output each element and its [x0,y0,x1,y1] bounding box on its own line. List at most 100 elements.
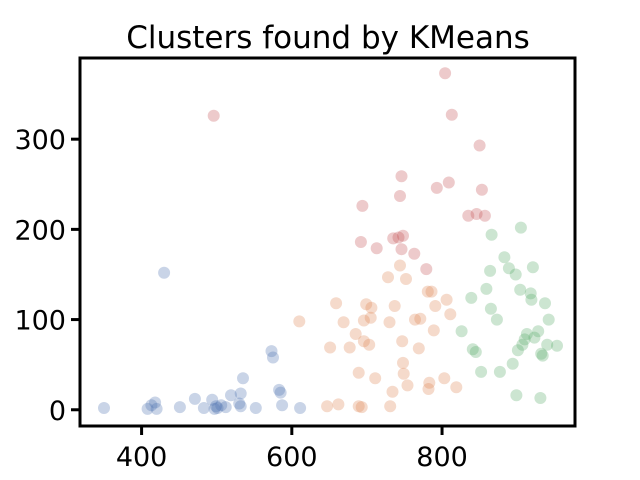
data-point-cluster-1 [383,316,396,329]
data-point-cluster-1 [386,385,399,398]
data-point-cluster-0 [150,402,163,415]
data-point-cluster-0 [98,402,110,414]
data-point-cluster-1 [388,300,401,312]
data-point-cluster-2 [475,365,488,378]
data-point-cluster-3 [397,229,409,242]
data-point-cluster-0 [265,345,278,358]
data-point-cluster-1 [425,285,438,298]
data-point-cluster-1 [321,400,334,413]
data-point-cluster-3 [430,181,443,194]
chart-title: Clusters found by KMeans [126,20,530,56]
x-tick-label: 600 [266,442,318,473]
data-point-cluster-2 [514,283,527,296]
data-point-cluster-1 [357,335,370,348]
data-point-cluster-3 [354,236,367,248]
data-point-cluster-0 [267,351,279,364]
data-point-cluster-1 [450,381,463,394]
data-point-cluster-2 [534,392,547,404]
data-point-cluster-2 [532,325,545,338]
data-point-cluster-0 [206,393,219,406]
data-point-cluster-2 [526,261,539,274]
data-point-cluster-1 [414,312,427,325]
data-point-cluster-2 [541,338,554,351]
data-point-cluster-1 [337,316,350,329]
data-point-cluster-2 [539,297,551,310]
data-point-cluster-0 [219,401,232,414]
data-point-cluster-1 [444,308,457,321]
data-point-cluster-1 [324,341,337,354]
data-point-cluster-1 [397,356,409,369]
data-point-cluster-3 [395,170,408,183]
data-point-cluster-1 [394,259,406,272]
data-point-cluster-2 [490,313,503,326]
data-point-cluster-3 [408,247,421,260]
data-point-cluster-1 [427,324,440,337]
data-point-cluster-2 [511,344,524,357]
data-point-cluster-2 [466,343,479,356]
data-point-cluster-2 [484,264,497,277]
data-point-cluster-0 [208,402,221,415]
data-point-cluster-2 [510,389,523,402]
data-point-cluster-1 [412,342,425,355]
data-point-cluster-0 [141,402,154,415]
data-point-cluster-0 [273,383,286,396]
data-point-cluster-2 [514,221,527,234]
data-point-cluster-0 [211,402,224,414]
data-point-cluster-3 [439,67,452,80]
data-point-cluster-3 [445,108,458,121]
x-tick-label: 400 [116,442,168,473]
data-point-cluster-1 [363,338,376,351]
data-point-cluster-2 [551,339,563,352]
data-point-cluster-0 [234,400,247,413]
data-point-cluster-2 [525,293,538,306]
data-point-cluster-3 [392,231,405,244]
x-tick-label: 800 [416,442,468,473]
data-point-cluster-3 [475,183,488,196]
data-point-cluster-2 [485,228,498,241]
data-point-cluster-0 [173,401,186,414]
data-point-cluster-2 [480,282,493,295]
data-point-cluster-1 [422,383,435,395]
data-point-cluster-0 [158,266,171,279]
y-tick-label: 300 [14,125,66,156]
data-point-cluster-3 [207,109,220,122]
data-point-cluster-1 [332,398,345,411]
data-point-cluster-2 [536,349,549,362]
data-point-cluster-2 [484,302,497,315]
data-point-cluster-1 [384,400,397,413]
data-point-cluster-0 [149,396,162,409]
data-point-cluster-2 [524,287,537,300]
data-point-cluster-0 [188,392,201,405]
data-point-cluster-3 [370,242,383,255]
data-point-cluster-0 [294,402,307,414]
y-tick-label: 0 [49,396,66,427]
data-point-cluster-0 [225,389,237,402]
data-point-cluster-1 [349,328,362,340]
data-point-cluster-3 [462,209,475,222]
data-point-cluster-1 [365,301,378,314]
data-point-cluster-0 [234,387,247,400]
data-point-cluster-1 [382,271,394,284]
data-point-cluster-1 [352,366,365,379]
data-point-cluster-2 [502,262,515,275]
data-point-cluster-3 [394,190,406,202]
data-point-cluster-3 [395,243,408,256]
data-point-cluster-1 [330,297,343,310]
data-point-cluster-0 [276,399,289,412]
data-point-cluster-3 [420,263,433,276]
data-point-cluster-2 [455,325,468,338]
y-tick-label: 200 [14,215,66,246]
data-point-cluster-1 [293,315,306,328]
data-point-cluster-1 [440,293,453,306]
data-point-cluster-1 [400,273,412,285]
data-point-cluster-3 [470,208,483,220]
data-point-cluster-1 [357,314,370,327]
data-point-cluster-1 [397,367,410,380]
data-point-cluster-2 [535,347,548,360]
data-point-cluster-2 [518,333,531,346]
data-point-cluster-1 [343,341,356,354]
data-point-cluster-1 [360,298,373,311]
data-point-cluster-2 [506,357,519,370]
plot-frame [78,56,577,428]
data-point-cluster-3 [442,176,455,189]
